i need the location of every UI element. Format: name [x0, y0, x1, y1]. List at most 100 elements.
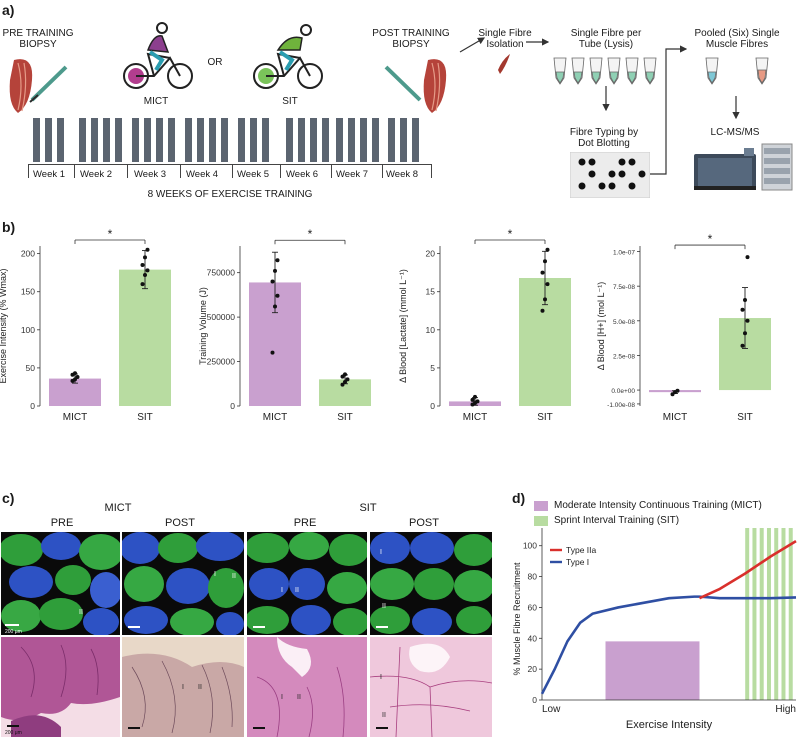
week-tick: [331, 164, 332, 178]
y-tick-label: 1.0e-07: [613, 250, 635, 257]
data-point: [745, 255, 750, 260]
micrograph-sit-pre-fluorescence: I II: [247, 532, 367, 635]
y-tick-label: 50: [26, 363, 36, 373]
legend-sit: Sprint Interval Training (SIT): [534, 515, 679, 526]
pooled-tubes-icon: [705, 57, 769, 85]
panel-c-mict-title: MICT: [104, 502, 132, 514]
or-label: OR: [207, 57, 223, 68]
week-tick: [280, 164, 281, 178]
data-point: [540, 270, 545, 275]
data-point: [270, 279, 275, 284]
mass-spec-instrument-icon: [694, 143, 793, 191]
x-axis-label: Exercise Intensity: [626, 719, 713, 731]
data-point: [270, 350, 275, 355]
fibre-label-i: I: [380, 549, 382, 556]
pooled-line2: Muscle Fibres: [705, 39, 769, 50]
micrograph-mict-pre-histology: 200 μm: [1, 637, 120, 737]
single-fibre-line1: Single Fibre: [478, 28, 532, 39]
y-tick-label: 150: [21, 287, 35, 297]
lcms-label: LC-MS/MS: [710, 127, 760, 138]
micrograph-mict-post-fluorescence: I II: [122, 532, 244, 635]
session-bar: [412, 118, 419, 162]
y-tick-label: 0: [430, 401, 435, 411]
data-point: [73, 371, 77, 376]
data-point: [143, 255, 147, 260]
legend-mict-label: Moderate Intensity Continuous Training (…: [554, 500, 762, 511]
session-bar: [360, 118, 367, 162]
y-tick-label: 20: [528, 664, 538, 674]
data-point: [545, 247, 550, 252]
week-label: Week 7: [336, 169, 369, 180]
legend-sit-swatch: [534, 515, 548, 526]
session-bar: [132, 118, 139, 162]
sit-zone-stripe: [759, 528, 764, 700]
week-tick: [232, 164, 233, 178]
x-tick-label: SIT: [537, 412, 553, 423]
data-point: [470, 397, 475, 402]
per-tube-label: Single Fibre per Tube (Lysis): [556, 28, 656, 50]
fibre-label-ii: II: [297, 694, 301, 701]
fibre-label-ii: II: [232, 573, 236, 580]
significance-star: *: [708, 232, 713, 246]
post-muscle-icon: [384, 59, 447, 113]
data-point: [675, 388, 680, 393]
session-bar: [115, 118, 122, 162]
fibre-label-ii: II: [198, 684, 202, 691]
per-tube-line1: Single Fibre per: [570, 28, 642, 39]
y-axis-label: Exercise Intensity (% Wmax): [0, 268, 8, 383]
series-line-type-i: [540, 595, 797, 695]
single-fibre-line2: Isolation: [486, 39, 524, 50]
panel-c-letter: c): [2, 490, 15, 506]
fibre-label-i: I: [214, 571, 216, 578]
session-bar: [185, 118, 192, 162]
y-tick-label: 500000: [207, 312, 236, 322]
fibre-label-ii: II: [382, 712, 386, 719]
session-bar: [33, 118, 40, 162]
fibre-label-i: I: [281, 694, 283, 701]
series-line-type-iia: [698, 539, 797, 600]
session-bar: [221, 118, 228, 162]
data-point: [143, 272, 147, 277]
session-bar: [168, 118, 175, 162]
pooled-label: Pooled (Six) Single Muscle Fibres: [682, 28, 792, 50]
dot-blot-image: [570, 152, 650, 198]
panel-c-sit-title: SIT: [359, 502, 377, 514]
fibre-label-ii: II: [295, 587, 299, 594]
legend-label: Type I: [566, 557, 589, 567]
y-axis-label: Δ Blood [H+] (mol L⁻¹): [596, 282, 606, 371]
session-bar: [262, 118, 269, 162]
session-bar: [57, 118, 64, 162]
legend-mict: Moderate Intensity Continuous Training (…: [534, 500, 762, 511]
data-point: [740, 307, 745, 312]
week-label: Week 5: [237, 169, 270, 180]
workflow-arrows: [459, 37, 740, 175]
week-axis-line: [28, 164, 432, 165]
y-tick-label: 0.0e+00: [611, 388, 635, 395]
single-fibre-isolation-label: Single Fibre Isolation: [470, 28, 540, 50]
data-point: [75, 375, 80, 380]
session-bar: [144, 118, 151, 162]
x-tick-label: SIT: [337, 412, 353, 423]
y-axis-label: Δ Blood [Lactate] (mmol L⁻¹): [398, 269, 408, 383]
lysis-tubes-icon: [553, 57, 657, 85]
post-biopsy-label: POST TRAINING BIOPSY: [366, 28, 456, 50]
x-tick-label: MICT: [63, 412, 87, 423]
fibre-typing-line2: Dot Blotting: [578, 138, 630, 149]
session-bar: [209, 118, 216, 162]
mict-zone: [605, 641, 700, 700]
data-point: [743, 298, 747, 303]
week-label: Week 1: [33, 169, 66, 180]
fibre-label-i: I: [281, 587, 283, 594]
micrograph-sit-post-histology: I II: [370, 637, 492, 737]
y-tick-label: 200: [21, 249, 35, 259]
week-tick: [431, 164, 432, 178]
data-point: [140, 282, 145, 287]
panel-d-chart: 0 20 40 60 80 100 % Muscle Fibre Recruitment Lo…: [512, 528, 797, 731]
y-tick-label: 5: [430, 363, 435, 373]
data-point: [343, 380, 347, 384]
mict-pre-header: PRE: [50, 517, 74, 529]
data-point: [345, 377, 350, 382]
data-point: [343, 372, 347, 377]
pre-biopsy-line1: PRE TRAINING: [2, 28, 74, 39]
